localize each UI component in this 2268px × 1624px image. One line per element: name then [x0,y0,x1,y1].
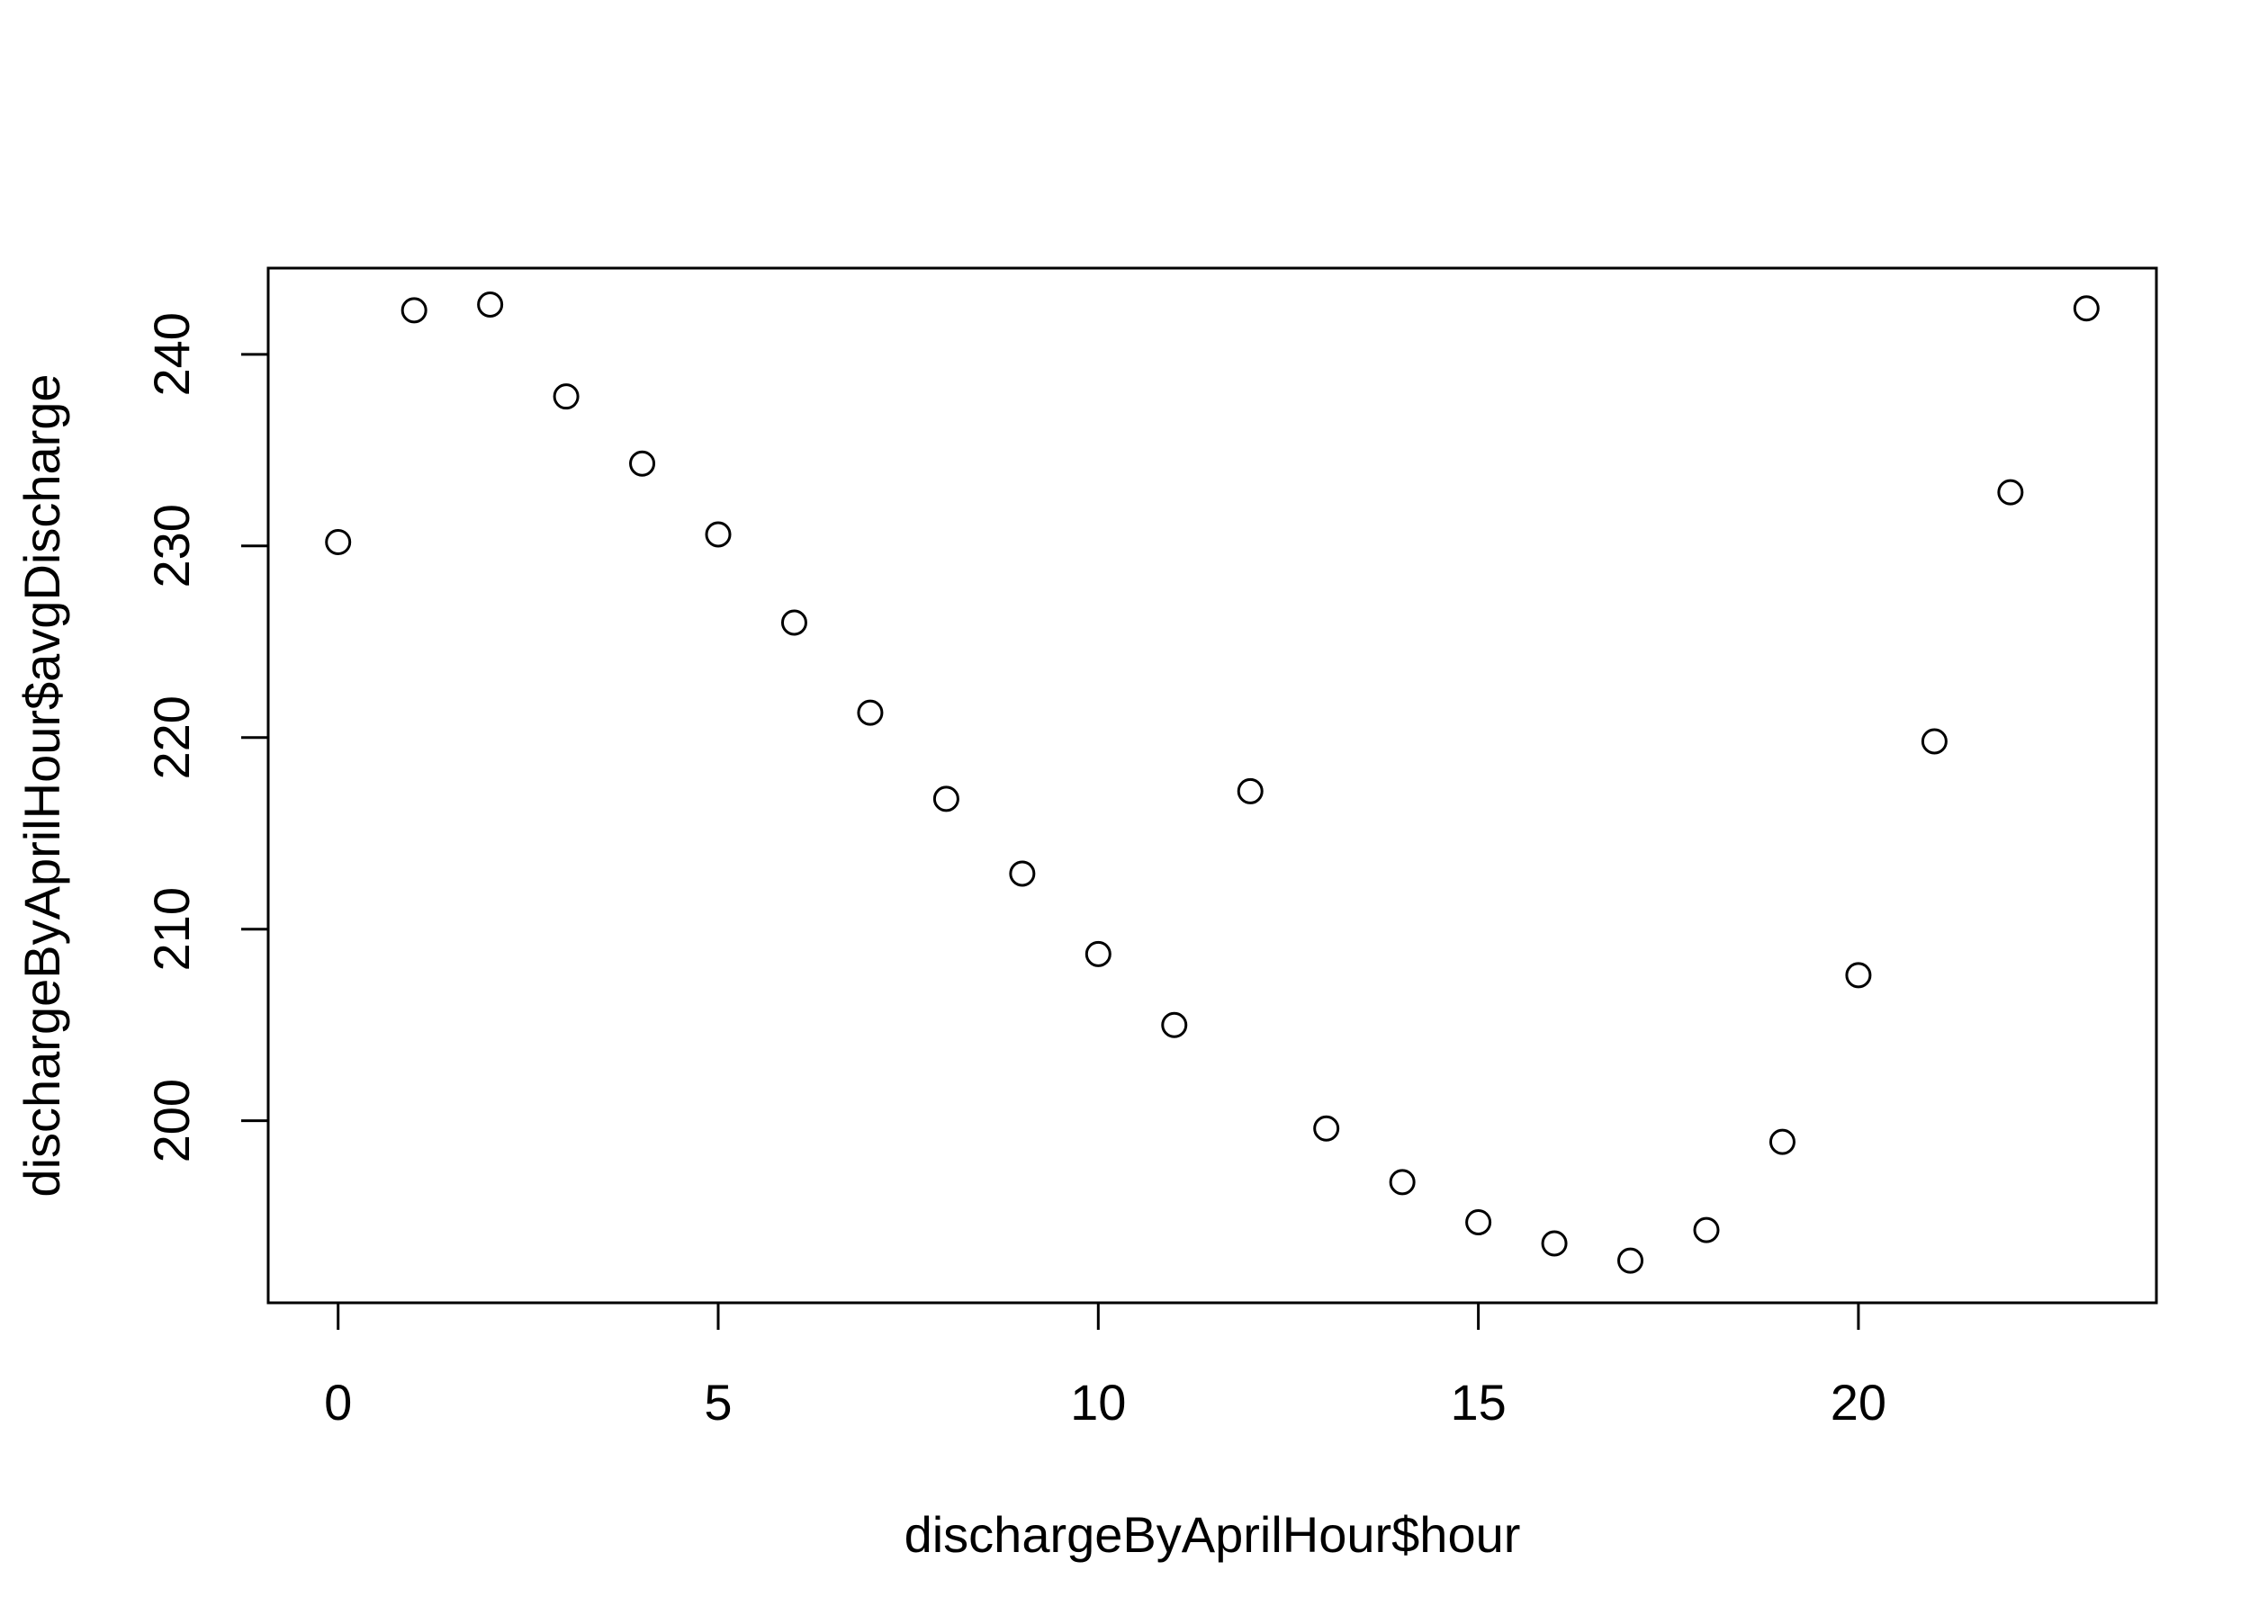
x-tick-label: 15 [1450,1374,1506,1431]
x-tick-label: 0 [324,1374,352,1431]
y-axis-label: dischargeByAprilHour$avgDischarge [14,373,70,1197]
x-tick-label: 20 [1831,1374,1886,1431]
x-tick-label: 5 [704,1374,732,1431]
y-tick-label: 220 [143,695,200,779]
y-tick-label: 200 [143,1079,200,1162]
x-tick-label: 10 [1070,1374,1126,1431]
y-tick-label: 230 [143,504,200,588]
y-tick-label: 240 [143,312,200,396]
y-tick-label: 210 [143,887,200,971]
x-axis-label: dischargeByAprilHour$hour [904,1506,1521,1563]
